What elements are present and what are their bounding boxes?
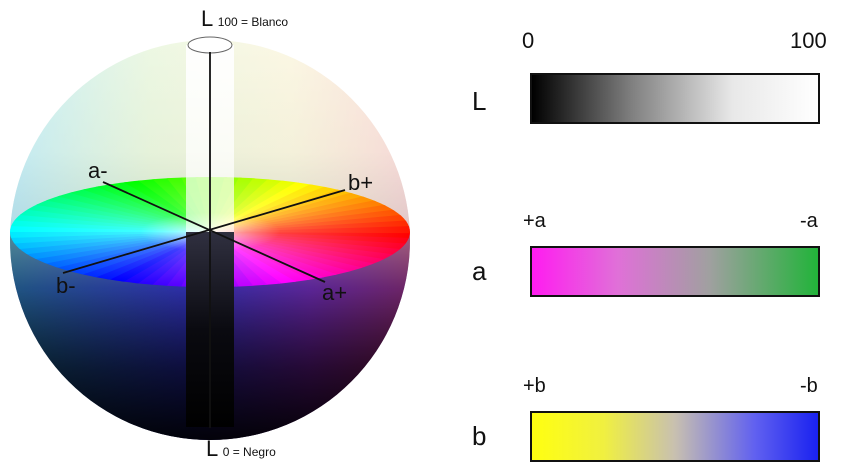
a-plus-label: a+: [322, 280, 348, 305]
bottom-l-label: L 0 = Negro: [206, 436, 276, 461]
a-minus-label: a-: [88, 158, 108, 183]
l-scale-name: L: [472, 86, 487, 116]
a-axis-line: [102, 181, 326, 283]
a-scale-gradient-bar: [530, 246, 820, 297]
top-l-label: L 100 = Blanco: [201, 6, 289, 31]
b-scale-name: b: [472, 421, 487, 451]
a-scale-left-label: +a: [523, 210, 546, 232]
b-axis-line: [62, 189, 346, 274]
b-plus-label: b+: [348, 170, 374, 195]
l-scale-max-label: 100: [790, 28, 827, 53]
l-scale-min-label: 0: [522, 28, 535, 53]
a-scale-name: a: [472, 256, 487, 286]
b-minus-label: b-: [56, 273, 76, 298]
a-scale-right-label: -a: [800, 210, 818, 232]
b-scale-gradient-bar: [530, 411, 820, 462]
lightness-cylinder-cap: [187, 36, 233, 54]
color-disc: [10, 177, 410, 287]
b-scale-left-label: +b: [523, 375, 546, 397]
b-scale-right-label: -b: [800, 375, 818, 397]
l-scale-gradient-bar: [530, 73, 820, 124]
lab-color-sphere: [10, 36, 410, 440]
